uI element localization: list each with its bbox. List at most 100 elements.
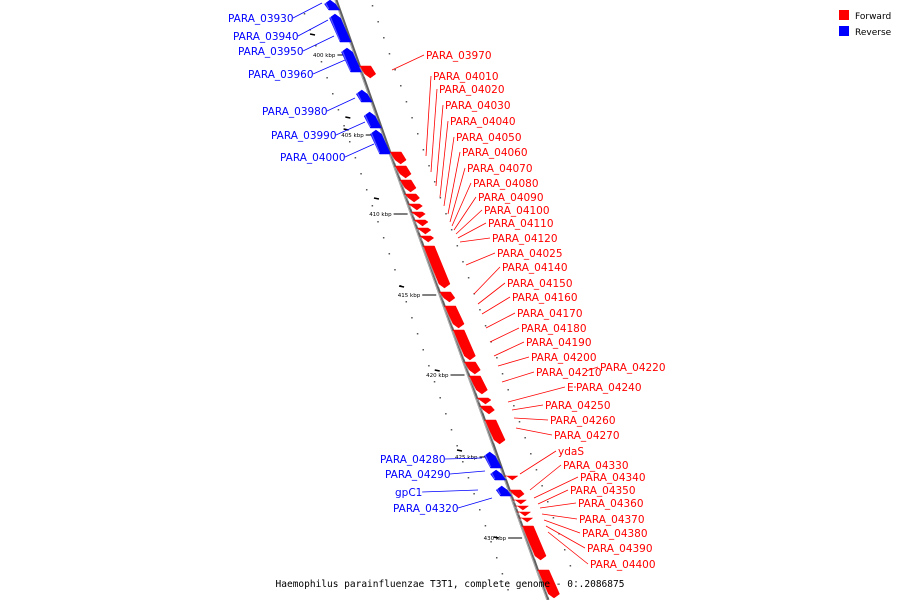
reverse-gene — [355, 89, 373, 103]
forward-gene — [519, 517, 534, 523]
forward-gene — [359, 65, 377, 79]
track-dash — [456, 449, 463, 452]
forward-leader-line — [453, 196, 477, 231]
guide-dot — [501, 373, 504, 375]
forward-leader-line — [439, 120, 449, 198]
reverse-gene-label: PARA_04320 — [393, 503, 459, 515]
reverse-gene-label: PARA_04290 — [385, 469, 451, 481]
forward-gene-label: PARA_04270 — [554, 430, 620, 442]
guide-dot — [467, 477, 470, 479]
guide-dot — [394, 69, 396, 71]
forward-leader-line — [477, 282, 506, 305]
guide-dot — [552, 517, 555, 519]
forward-gene — [521, 525, 547, 561]
forward-gene-label: E — [567, 382, 574, 394]
tick-label: 405 kbp — [341, 133, 364, 139]
guide-dot — [320, 61, 323, 63]
forward-leader-line — [511, 404, 544, 411]
forward-gene-label: PARA_04250 — [545, 400, 611, 412]
gene-shading — [516, 512, 520, 516]
guide-dot — [416, 133, 419, 135]
forward-leader-line — [545, 525, 586, 549]
forward-gene-label: PARA_04080 — [473, 178, 539, 190]
reverse-gene — [363, 111, 382, 129]
gene-leaders — [292, 2, 599, 565]
guide-dot — [530, 453, 532, 455]
reverse-leader-line — [302, 35, 335, 52]
forward-gene-label: PARA_04100 — [484, 205, 550, 217]
guide-dot — [326, 77, 328, 79]
forward-leader-line — [547, 531, 589, 565]
guide-dot — [428, 365, 430, 367]
gene-blocks — [323, 0, 560, 599]
forward-gene-label: PARA_04190 — [526, 337, 592, 349]
gene-shading — [355, 90, 362, 102]
gene-shading — [328, 14, 341, 42]
forward-gene — [413, 219, 429, 227]
forward-gene-label: PARA_04160 — [512, 292, 578, 304]
reverse-leader-line — [312, 59, 346, 75]
forward-gene — [439, 291, 456, 303]
guide-dot — [507, 589, 509, 591]
forward-gene-label: PARA_04030 — [445, 100, 511, 112]
forward-gene-label: PARA_04360 — [578, 498, 644, 510]
guide-dot — [405, 301, 408, 303]
forward-leader-line — [539, 502, 577, 509]
track-dash — [345, 116, 351, 119]
tick-label: 430 kbp — [484, 536, 507, 542]
forward-gene — [479, 405, 495, 415]
reverse-gene — [495, 485, 512, 497]
gene-shading — [416, 228, 421, 234]
guide-dot — [462, 461, 464, 463]
reverse-leader-line — [344, 143, 375, 158]
forward-leader-line — [391, 54, 425, 71]
reverse-leader-line — [422, 489, 479, 493]
gene-shading — [519, 518, 523, 522]
forward-gene — [407, 203, 423, 211]
tick-marks: 400 kbp 405 kbp 410 kbp 415 kbp 420 kbp 425 k… — [313, 53, 523, 542]
gene-shading — [537, 570, 550, 598]
guide-dot — [422, 149, 425, 151]
forward-leader-line — [507, 386, 566, 403]
guide-dot — [371, 205, 374, 207]
gene-labels: PARA_03930 PARA_03940 PARA_03950 PARA_03960… — [228, 13, 666, 571]
forward-gene-label: PARA_04340 — [580, 472, 646, 484]
reverse-gene-label: PARA_04280 — [380, 454, 446, 466]
forward-gene-label: PARA_04140 — [502, 262, 568, 274]
forward-leader-line — [585, 366, 599, 372]
guide-dot — [445, 413, 447, 415]
legend: Forward Reverse — [839, 10, 892, 38]
reverse-leader-line — [335, 121, 366, 136]
forward-leader-line — [533, 476, 579, 499]
forward-gene — [410, 211, 426, 219]
track-dash — [373, 197, 380, 200]
gene-shading — [468, 376, 477, 394]
forward-gene-label: PARA_04090 — [478, 192, 544, 204]
gene-shading — [452, 330, 465, 360]
gene-shading — [410, 212, 415, 218]
guide-dot — [405, 101, 408, 103]
guide-dot — [524, 437, 526, 439]
gene-shading — [422, 246, 440, 288]
guide-dot — [354, 157, 357, 159]
forward-leader-line — [501, 371, 535, 383]
gene-shading — [463, 362, 470, 374]
guide-dot — [411, 117, 413, 119]
gene-shading — [389, 152, 396, 164]
forward-leader-line — [537, 489, 569, 505]
guide-dot — [535, 469, 538, 471]
guide-dot — [343, 125, 345, 127]
track-dash — [398, 285, 405, 288]
forward-leader-line — [447, 151, 461, 215]
guide-dot — [433, 381, 436, 383]
forward-gene — [509, 489, 525, 499]
forward-gene — [419, 235, 435, 243]
reverse-leader-line — [292, 2, 323, 19]
dotted-guides — [303, 5, 577, 591]
forward-gene — [399, 179, 417, 193]
guide-dot — [450, 229, 453, 231]
gene-shading — [514, 506, 518, 510]
guide-dot — [377, 21, 379, 23]
forward-gene — [513, 499, 528, 505]
guide-dot — [541, 485, 543, 487]
